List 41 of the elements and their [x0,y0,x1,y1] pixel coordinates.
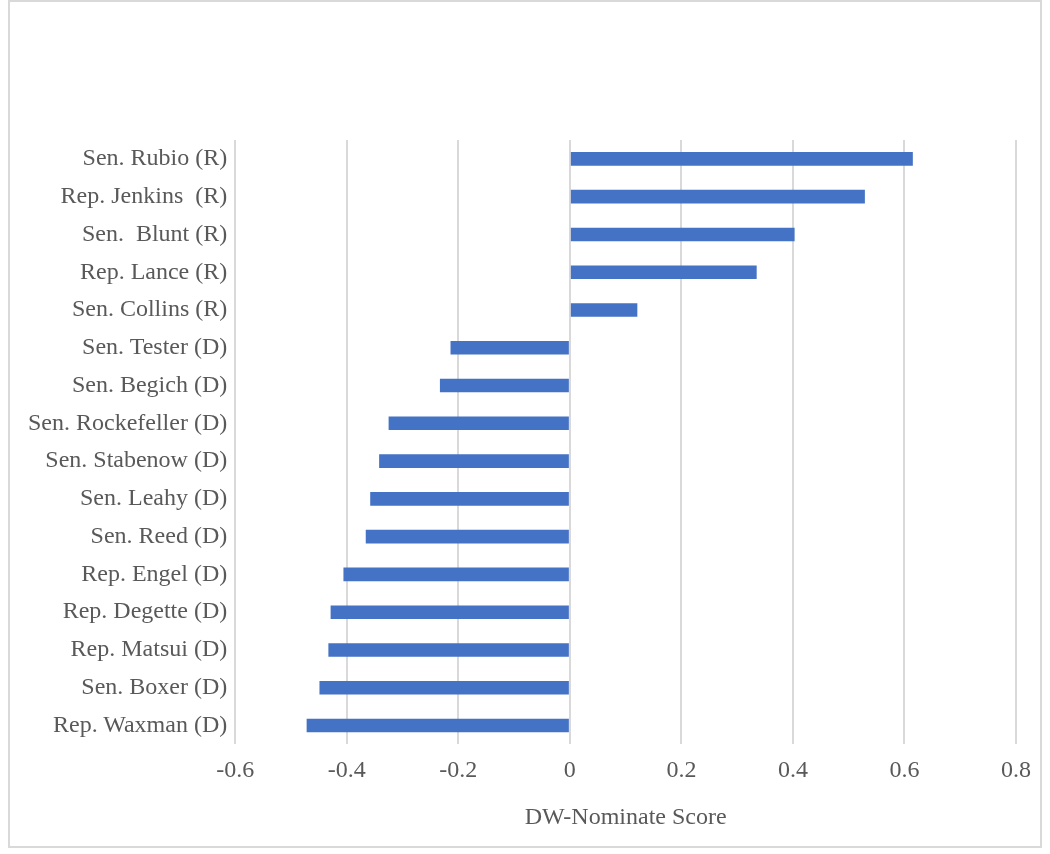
bar [439,378,569,393]
bar [330,605,569,619]
x-tick-label: -0.2 [439,756,478,783]
y-tick-label: Sen. Reed (D) [90,521,228,548]
y-tick-label: Rep. Waxman (D) [53,710,228,737]
x-tick-label: 0 [563,756,576,783]
y-tick-label: Sen. Begich (D) [71,370,228,397]
y-tick-label: Sen. Rockefeller (D) [27,408,228,435]
bar [388,416,569,431]
bar [570,303,638,317]
x-tick-label: 0.8 [1001,756,1031,783]
y-tick-label: Sen. Boxer (D) [81,673,228,700]
x-tick-label: -0.4 [327,756,366,783]
x-tick-label: -0.6 [216,756,255,783]
y-tick-label: Sen. Tester (D) [82,333,228,360]
y-tick-label: Rep. Lance (R) [79,257,228,284]
bar [570,152,913,166]
bar [328,643,569,657]
y-tick-label: Sen. Blunt (R) [81,219,228,246]
y-tick-label: Rep. Matsui (D) [70,635,228,662]
y-tick-label: Sen. Stabenow (D) [45,446,228,473]
bar [370,492,569,506]
y-tick-label: Sen. Collins (R) [71,295,228,322]
y-tick-label: Rep. Degette (D) [62,597,228,624]
x-axis-title: DW-Nominate Score [524,802,727,829]
bar [306,718,569,733]
y-tick-label: Sen. Rubio (R) [82,144,228,171]
bar [570,265,757,280]
bar [570,227,795,242]
x-tick-label: 0.2 [666,756,697,783]
y-tick-label: Sen. Leahy (D) [79,484,228,511]
x-tick-label: 0.4 [777,756,808,783]
bar [343,567,569,582]
y-tick-label: Rep. Engel (D) [81,559,228,586]
y-tick-label: Rep. Jenkins (R) [60,181,228,208]
bar [379,454,569,468]
x-tick-label: 0.6 [889,756,920,783]
bar [319,680,569,695]
bar [570,189,865,204]
bar [365,529,569,544]
bar [450,340,569,355]
